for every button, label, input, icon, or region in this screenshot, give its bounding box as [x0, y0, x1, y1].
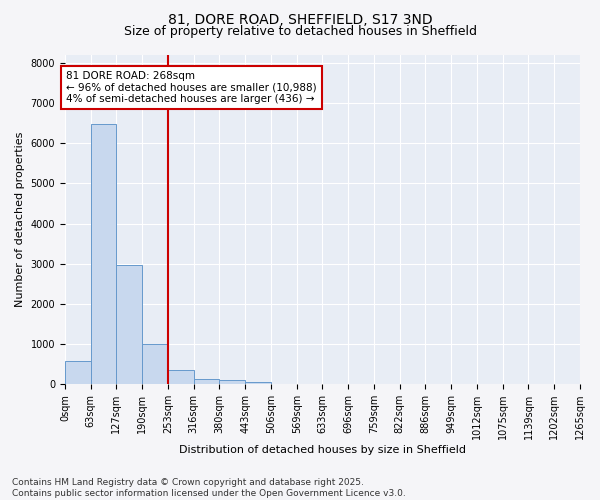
- X-axis label: Distribution of detached houses by size in Sheffield: Distribution of detached houses by size …: [179, 445, 466, 455]
- Bar: [220, 380, 245, 384]
- Text: Size of property relative to detached houses in Sheffield: Size of property relative to detached ho…: [124, 25, 476, 38]
- Bar: [116, 264, 142, 384]
- Bar: [245, 382, 271, 384]
- Text: 81 DORE ROAD: 268sqm
← 96% of detached houses are smaller (10,988)
4% of semi-de: 81 DORE ROAD: 268sqm ← 96% of detached h…: [66, 71, 317, 104]
- Bar: [194, 378, 220, 384]
- Bar: [91, 124, 116, 384]
- Text: Contains HM Land Registry data © Crown copyright and database right 2025.
Contai: Contains HM Land Registry data © Crown c…: [12, 478, 406, 498]
- Bar: [65, 361, 91, 384]
- Bar: [142, 344, 168, 384]
- Bar: [168, 370, 194, 384]
- Y-axis label: Number of detached properties: Number of detached properties: [15, 132, 25, 308]
- Text: 81, DORE ROAD, SHEFFIELD, S17 3ND: 81, DORE ROAD, SHEFFIELD, S17 3ND: [167, 12, 433, 26]
